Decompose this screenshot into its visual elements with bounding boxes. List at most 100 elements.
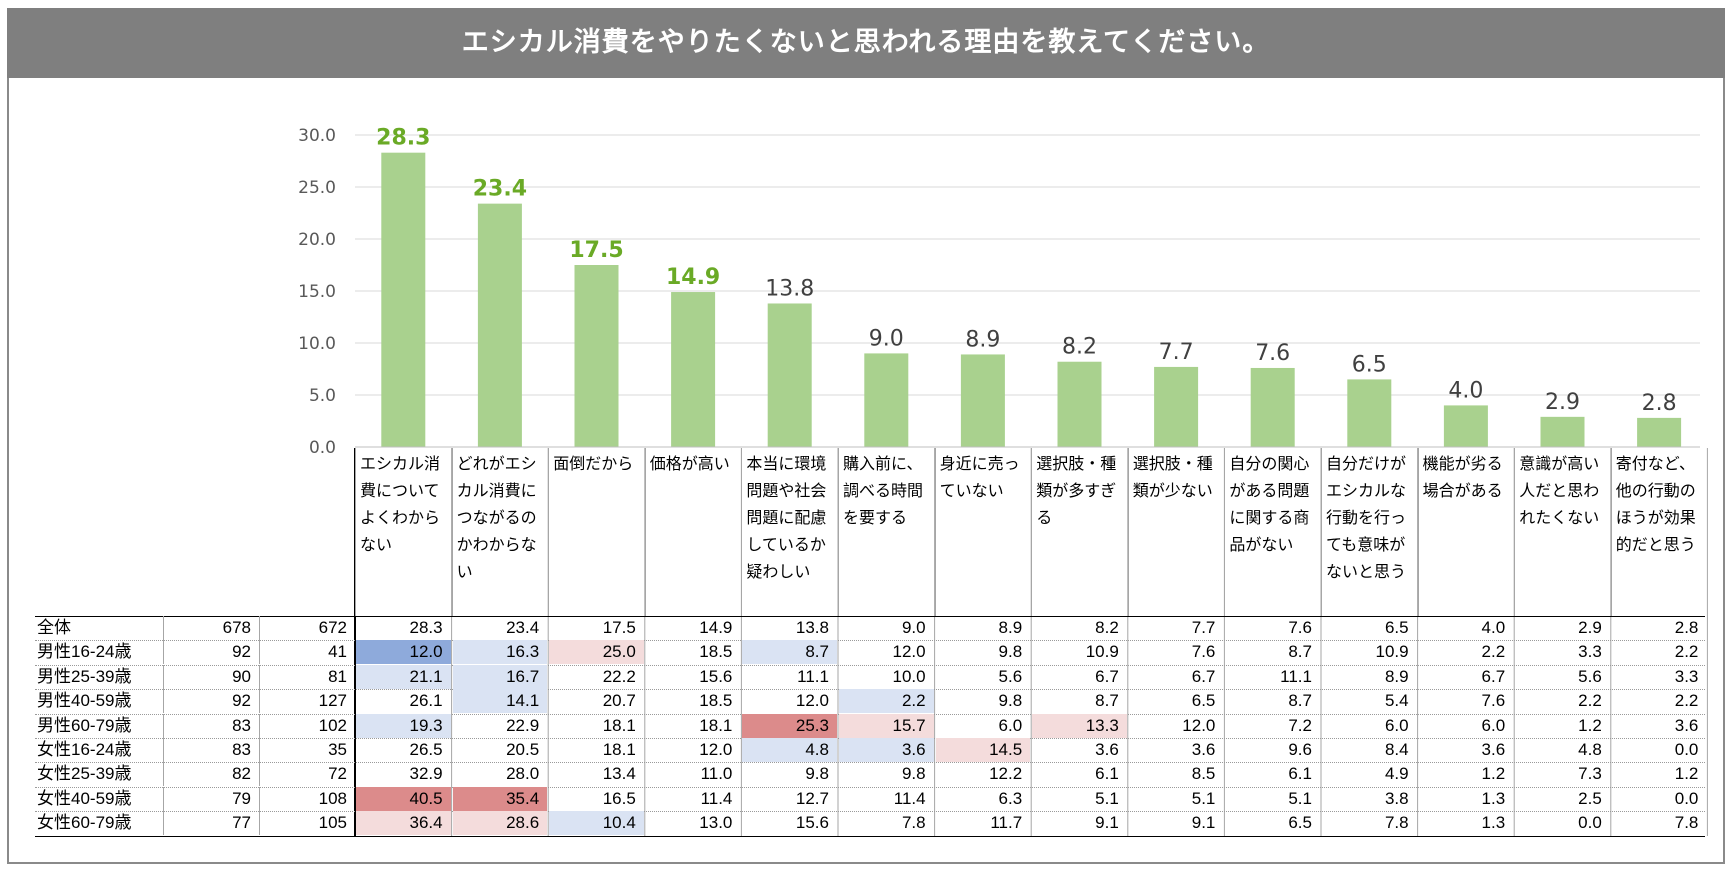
row-label: 全体 [37, 618, 71, 637]
category-label: エシカル消費についてよくわからない [355, 448, 452, 616]
table-cell: 9.6 [1288, 740, 1312, 759]
table-cell: 4.8 [1578, 740, 1602, 759]
bar-value-label: 2.8 [1642, 391, 1677, 416]
table-cell: 10.9 [1375, 642, 1409, 662]
bar [1250, 367, 1295, 447]
table-top-border [35, 616, 1705, 617]
category-label: 自分だけがエシカルな行動を行っても意味がないと思う [1321, 448, 1418, 616]
table-cell: 9.8 [805, 764, 829, 784]
table-cell: 7.3 [1578, 764, 1602, 784]
category-label: 身近に売っていない [934, 448, 1032, 616]
table-cell: 4.0 [1481, 618, 1506, 637]
row-divider [35, 664, 1705, 666]
table-cell: 1.3 [1481, 788, 1506, 808]
sample-size-1: 83 [163, 738, 259, 762]
category-label: 選択肢・種類が多すぎる [1031, 448, 1128, 616]
table-cell: 6.7 [1191, 666, 1216, 686]
sample-size-2: 35 [259, 738, 355, 762]
table-cell: 19.3 [356, 713, 451, 738]
page-title: エシカル消費をやりたくないと思われる理由を教えてください。 [461, 27, 1271, 58]
table-cell: 28.3 [409, 618, 443, 637]
table-row: 男性25-39歳 90 81 21.1 16.7 22.2 15.6 11.1 10.0 5.6 6… [35, 664, 1705, 689]
table-cell: 35.4 [452, 786, 548, 811]
table-cell: 1.2 [1578, 715, 1602, 735]
row-label: 女性40-59歳 [37, 788, 132, 808]
table-cell: 18.1 [602, 715, 636, 735]
table-cell: 26.1 [409, 691, 443, 711]
bar [767, 303, 812, 447]
table-row: 女性60-79歳 77 105 36.4 28.6 10.4 13.0 15.6 7.8 11.7… [35, 811, 1705, 836]
table-cell: 17.5 [602, 618, 636, 637]
category-label: 面倒だから [548, 448, 645, 616]
table-cell: 9.8 [998, 642, 1023, 662]
table-cell: 4.8 [742, 738, 837, 762]
sample-size-2: 127 [259, 689, 355, 714]
table-cell: 6.7 [1481, 666, 1506, 686]
row-label: 女性60-79歳 [37, 813, 132, 833]
table-cell: 23.4 [506, 618, 540, 637]
sample-size-1: 92 [163, 689, 259, 714]
table-cell: 8.7 [742, 640, 837, 665]
bar [960, 354, 1005, 447]
bar-value-label: 14.9 [666, 265, 720, 290]
bar-value-label: 28.3 [376, 126, 430, 151]
category-label: 価格が高い [644, 448, 742, 616]
table-cell: 15.7 [839, 713, 934, 738]
table-cell: 21.1 [356, 664, 451, 689]
table-cell: 6.1 [1095, 764, 1119, 784]
table-cell: 6.1 [1288, 764, 1312, 784]
table-cell: 18.1 [602, 740, 636, 759]
table-cell: 7.6 [1288, 618, 1312, 637]
table-cell: 6.5 [1384, 618, 1409, 637]
sample-size-1: 77 [163, 811, 259, 836]
table-cell: 22.2 [602, 666, 636, 686]
table-cell: 9.1 [1191, 813, 1216, 833]
bar-value-label: 7.7 [1159, 340, 1194, 365]
category-label: どれがエシカル消費につながるのかわからない [451, 448, 549, 616]
table-cell: 16.5 [602, 788, 636, 808]
table-cell: 18.5 [699, 691, 733, 711]
table-cell: 8.9 [1384, 666, 1409, 686]
table-cell: 12.0 [699, 740, 733, 759]
table-cell: 13.3 [1032, 713, 1127, 738]
category-label: 自分の関心がある問題に関する商品がない [1224, 448, 1321, 616]
table-cell: 5.1 [1095, 788, 1119, 808]
table-cell: 5.6 [1578, 666, 1602, 686]
table-cell: 7.6 [1481, 691, 1506, 711]
table-row: 女性40-59歳 79 108 40.5 35.4 16.5 11.4 12.7 11.4 6.3… [35, 786, 1705, 811]
table-cell: 25.3 [742, 713, 837, 738]
table-cell: 14.5 [935, 738, 1031, 762]
table-cell: 8.4 [1384, 740, 1409, 759]
table-cell: 7.7 [1191, 618, 1216, 637]
bar-value-label: 8.2 [1062, 335, 1097, 360]
title-bar: エシカル消費をやりたくないと思われる理由を教えてください。 [7, 8, 1725, 78]
table-cell: 5.6 [998, 666, 1023, 686]
table-cell: 16.3 [452, 640, 548, 665]
category-label: 寄付など、他の行動のほうが効果的だと思う [1610, 448, 1708, 616]
sample-size-1: 83 [163, 713, 259, 738]
table-cell: 2.2 [1578, 691, 1602, 711]
table-cell: 12.7 [795, 788, 829, 808]
table-cell: 3.6 [1191, 740, 1216, 759]
bar-value-label: 13.8 [765, 276, 814, 301]
table-cell: 28.0 [506, 764, 540, 784]
bar-value-label: 4.0 [1448, 378, 1483, 403]
y-tick-label: 30.0 [298, 126, 336, 146]
table-cell: 32.9 [409, 764, 443, 784]
table-cell: 3.3 [1578, 642, 1602, 662]
table-cell: 14.9 [699, 618, 733, 637]
table-cell: 8.2 [1095, 618, 1119, 637]
sample-size-2: 105 [259, 811, 355, 836]
sample-size-1: 90 [163, 664, 259, 689]
table-cell: 12.0 [795, 691, 829, 711]
table-cell: 6.0 [1384, 715, 1409, 735]
table-cell: 8.7 [1095, 691, 1119, 711]
table-cell: 16.7 [452, 664, 548, 689]
table-cell: 13.8 [795, 618, 829, 637]
table-cell: 5.1 [1288, 788, 1312, 808]
table-cell: 3.3 [1674, 666, 1699, 686]
table-cell: 20.5 [506, 740, 540, 759]
table-cell: 20.7 [602, 691, 636, 711]
y-tick-label: 10.0 [298, 334, 336, 354]
sample-size-2: 672 [259, 616, 355, 640]
